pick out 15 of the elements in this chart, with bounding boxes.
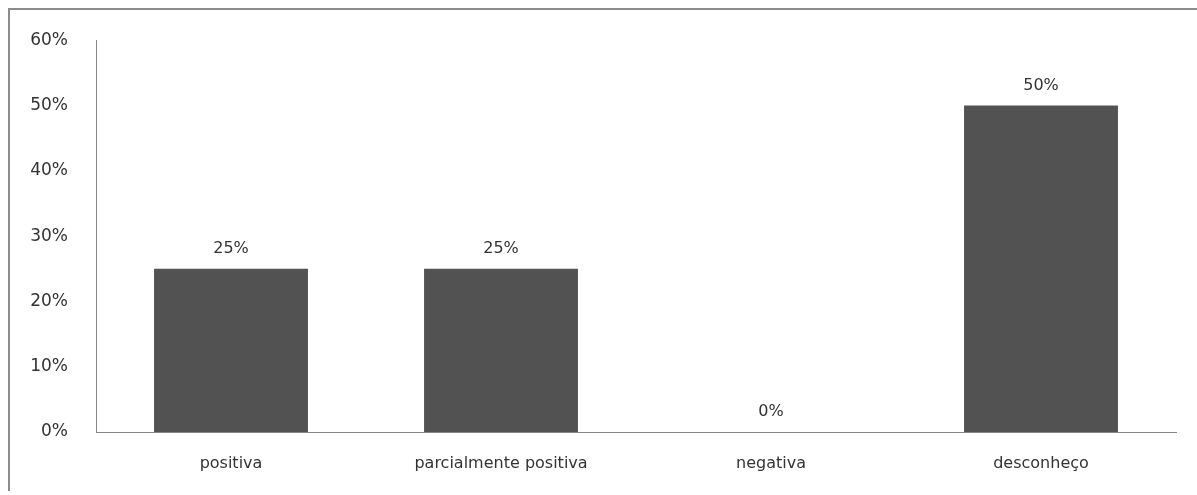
x-tick-label: positiva bbox=[199, 452, 263, 472]
y-tick-label: 20% bbox=[30, 289, 68, 310]
data-label: 50% bbox=[1023, 74, 1059, 94]
data-label: 0% bbox=[758, 401, 784, 421]
y-tick-label: 40% bbox=[30, 159, 68, 180]
y-tick-label: 60% bbox=[30, 28, 68, 49]
x-tick-label: parcialmente positiva bbox=[414, 452, 588, 472]
data-label: 25% bbox=[483, 237, 519, 257]
x-tick-label: desconheço bbox=[993, 452, 1089, 472]
y-tick-label: 50% bbox=[30, 93, 68, 114]
y-tick-label: 10% bbox=[30, 355, 68, 376]
y-tick-label: 30% bbox=[30, 224, 68, 245]
data-label: 25% bbox=[213, 237, 249, 257]
y-tick-label: 0% bbox=[41, 420, 68, 441]
x-tick-label: negativa bbox=[736, 452, 806, 472]
